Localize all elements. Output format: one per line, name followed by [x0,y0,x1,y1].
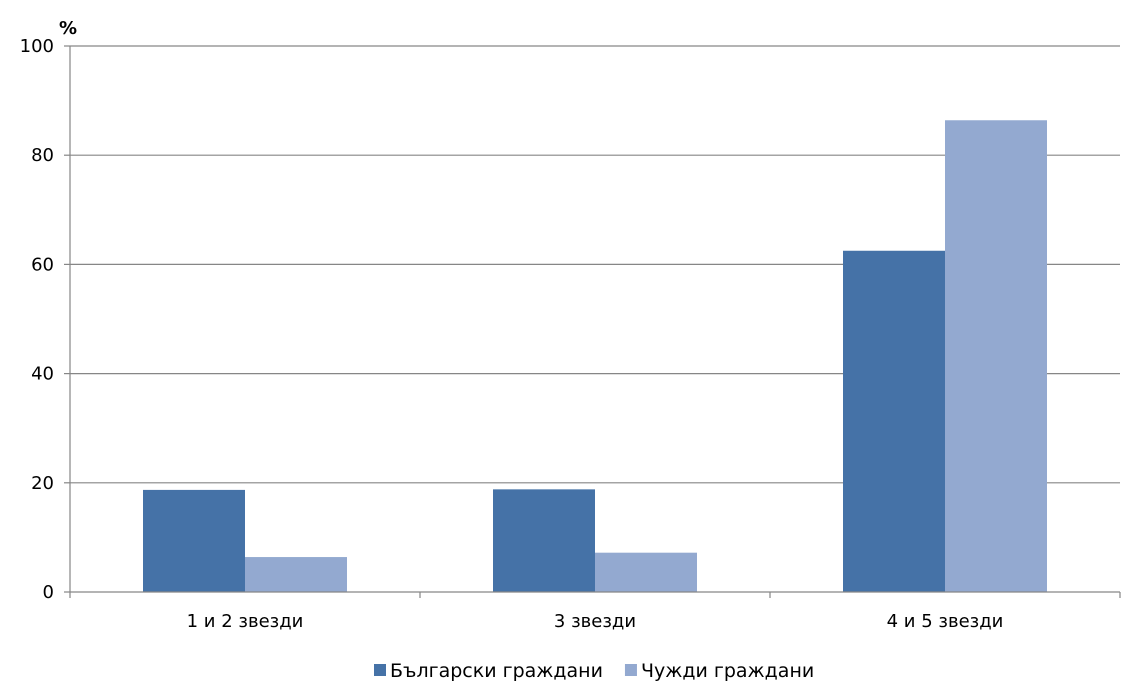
legend-swatch [624,664,637,676]
y-tick-label: 20 [31,473,54,494]
bar [843,250,945,592]
legend: Български граждани Чужди граждани [374,660,814,682]
axes: 0 20 40 60 80 100 1 и 2 звезди 3 звезди 4 и 5 зв… [20,36,1121,632]
legend-label: Чужди граждани [641,660,814,682]
x-tick-label: 4 и 5 звезди [887,611,1004,632]
y-tick-label: 100 [20,36,54,57]
bar [595,552,697,592]
legend-swatch [374,664,386,676]
bar [245,557,347,592]
y-tick-label: 60 [31,254,54,275]
y-tick-label: 0 [43,582,54,603]
bar [945,120,1047,593]
x-tick-label: 3 звезди [554,611,636,632]
bars [143,120,1047,593]
y-tick-label: 80 [31,145,54,166]
y-tick-label: 40 [31,364,54,385]
bar [493,489,595,592]
legend-label: Български граждани [390,660,603,682]
y-unit-label: % [59,18,77,39]
bar [143,489,245,592]
x-tick-label: 1 и 2 звезди [187,611,304,632]
